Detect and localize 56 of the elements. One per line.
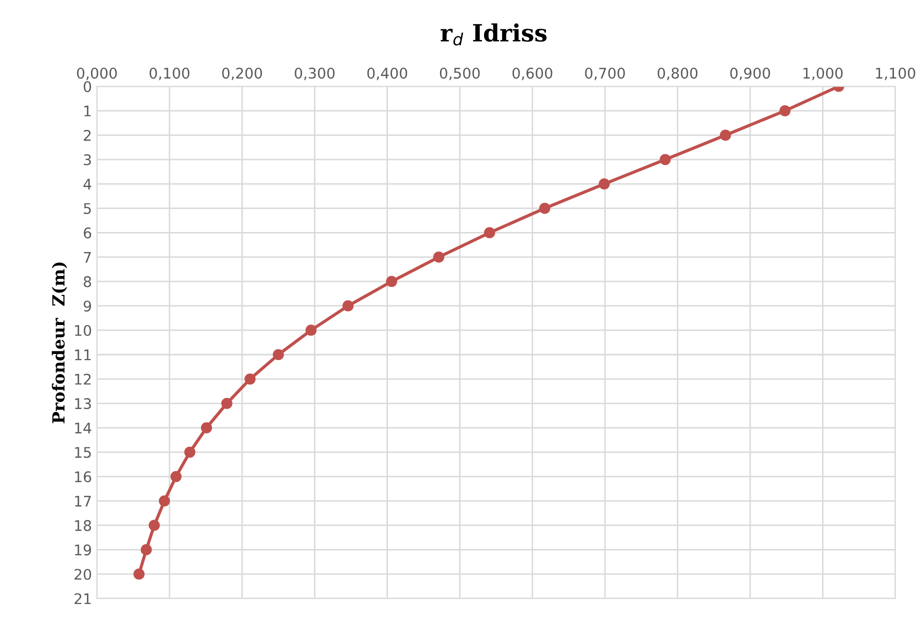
y-tick-label: 8	[84, 276, 92, 288]
y-tick-label: 9	[84, 300, 92, 312]
x-tick-label: 1,000	[803, 68, 843, 80]
y-tick-label: 6	[84, 227, 92, 238]
x-tick-label: 0,300	[294, 68, 335, 80]
point	[342, 300, 354, 312]
point	[221, 398, 232, 409]
point	[660, 154, 671, 166]
y-tick-label: 0	[84, 81, 92, 92]
y-axis-title: Profondeur Z(m)	[52, 262, 68, 424]
point	[133, 568, 145, 580]
point	[272, 349, 284, 360]
y-tick-label: 5	[84, 203, 91, 214]
point	[170, 471, 182, 482]
x-tick-label: 0,000	[77, 68, 117, 80]
point	[484, 227, 496, 238]
y-tick-label: 10	[75, 324, 92, 336]
y-tick-label: 11	[75, 350, 91, 360]
point	[184, 446, 196, 458]
y-tick-label: 2	[84, 130, 91, 141]
y-tick-label: 20	[74, 568, 92, 580]
y-tick-label: 1	[84, 106, 91, 116]
point	[305, 324, 317, 336]
point	[244, 373, 256, 385]
x-tick-label: 0,600	[512, 68, 552, 80]
point	[148, 520, 160, 531]
y-tick-label: 13	[75, 398, 91, 410]
x-tick-label: 0,400	[367, 68, 408, 80]
x-tick-label: 1,100	[876, 68, 916, 80]
point	[140, 544, 152, 556]
x-tick-label: 0,700	[585, 68, 625, 80]
chart-title: r$_{d}$ Idriss	[440, 23, 547, 46]
x-tick-label: 0,900	[730, 68, 770, 80]
y-tick-label: 19	[75, 544, 92, 556]
point	[386, 276, 398, 288]
point	[539, 202, 550, 214]
y-tick-label: 21	[74, 593, 91, 604]
y-tick-label: 16	[75, 471, 92, 482]
y-tick-label: 17	[75, 496, 91, 506]
y-tick-label: 15	[75, 447, 91, 458]
x-tick-label: 0,500	[440, 68, 480, 80]
y-tick-label: 3	[84, 154, 91, 166]
x-tick-label: 0,100	[150, 68, 190, 80]
y-tick-label: 18	[75, 520, 92, 532]
x-tick-label: 0,200	[222, 68, 262, 80]
y-tick-label: 14	[75, 422, 92, 434]
point	[433, 252, 444, 263]
point	[158, 495, 170, 506]
y-tick-label: 4	[83, 178, 92, 190]
point	[720, 130, 732, 141]
point	[779, 105, 791, 116]
x-tick-label: 0,800	[658, 68, 698, 80]
y-tick-label: 7	[84, 252, 91, 263]
y-tick-label: 12	[75, 374, 91, 385]
point	[200, 422, 212, 434]
point	[598, 178, 610, 190]
